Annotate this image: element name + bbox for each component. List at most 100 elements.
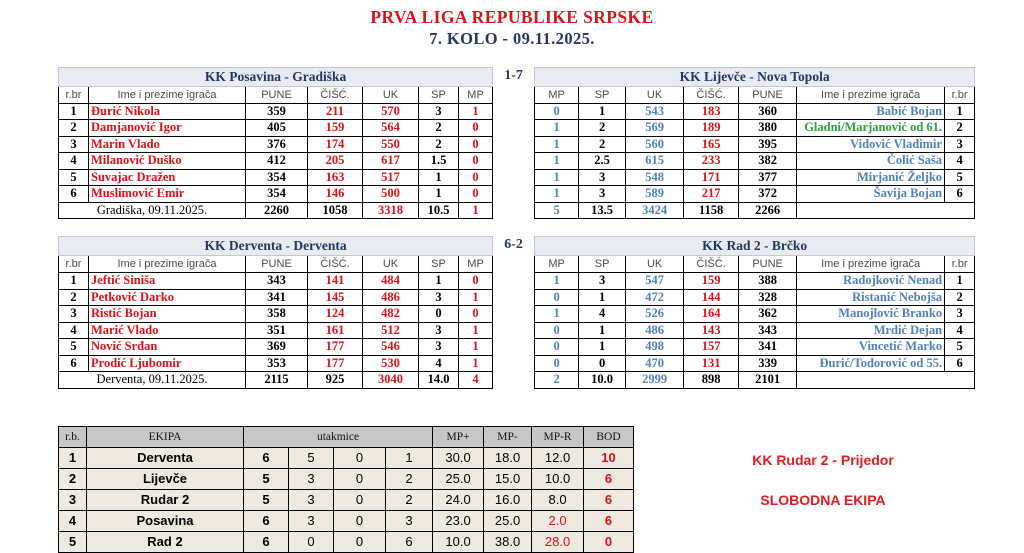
stat-uk: 547: [625, 272, 685, 290]
stat-uk: 550: [362, 135, 419, 153]
stat-sp: 1: [418, 185, 459, 203]
wins: 0: [288, 530, 334, 553]
player-rank: 6: [58, 354, 89, 372]
total-uk: 3424: [625, 201, 685, 219]
stat-mp: 0: [457, 305, 494, 323]
stat-pune: 372: [738, 185, 798, 203]
player-name: Babić Bojan: [796, 102, 946, 120]
column-header: UK: [625, 85, 685, 104]
rank: 2: [58, 467, 87, 490]
player-row: 6 Prodić Ljubomir 353 177 530 4 1: [58, 354, 494, 372]
stat-sp: 3: [578, 168, 627, 186]
mp-minus: 38.0: [483, 530, 533, 553]
stat-mp: 0: [534, 321, 580, 339]
match-2-away-table: KK Rad 2 - Brčko MP SP UK ČIŠĆ. PUNE Ime…: [534, 236, 976, 389]
stat-mp: 1: [534, 135, 580, 153]
player-rank: 3: [58, 135, 89, 153]
stat-uk: 548: [625, 168, 685, 186]
stat-mp: 0: [457, 119, 494, 137]
stat-mp: 0: [534, 354, 580, 372]
rank: 1: [58, 446, 87, 469]
player-rank: 5: [58, 168, 89, 186]
player-rank: 3: [944, 135, 976, 153]
stat-uk: 470: [625, 354, 685, 372]
mp-r: 10.0: [531, 467, 585, 490]
player-row: 0 1 543 183 360 Babić Bojan 1: [534, 102, 976, 120]
player-name: Petković Darko: [88, 288, 246, 306]
player-name: Jeftić Siniša: [88, 272, 246, 290]
player-name: Đurić Nikola: [88, 102, 246, 120]
stat-pune: 343: [245, 272, 308, 290]
player-rank: 3: [58, 305, 89, 323]
player-name: Šavija Bojan: [796, 185, 946, 203]
column-header: ČIŠĆ.: [683, 255, 740, 273]
player-name: Ristić Bojan: [88, 305, 246, 323]
total-pune: 2266: [738, 201, 798, 219]
stat-mp: 1: [534, 168, 580, 186]
totals-row: 2 10.0 2999 898 2101: [534, 371, 976, 389]
mp-plus: 30.0: [432, 446, 485, 469]
stat-uk: 526: [625, 305, 685, 323]
losses: 1: [384, 446, 434, 469]
column-header: UK: [362, 255, 419, 273]
player-row: 5 Nović Srđan 369 177 546 3 1: [58, 338, 494, 356]
player-name: Prodić Ljubomir: [88, 354, 246, 372]
column-header: UK: [625, 255, 685, 273]
stat-mp: 1: [534, 185, 580, 203]
stat-uk: 570: [362, 102, 419, 120]
player-name: Vidović Vladimir: [796, 135, 946, 153]
player-row: 1 Jeftić Siniša 343 141 484 1 0: [58, 272, 494, 290]
stat-uk: 615: [625, 152, 685, 170]
column-header: SP: [418, 255, 459, 273]
player-rank: 1: [58, 102, 89, 120]
player-row: 6 Muslimović Emir 354 146 500 1 0: [58, 185, 494, 203]
totals-label: Gradiška, 09.11.2025.: [58, 201, 246, 219]
mp-plus: 24.0: [432, 488, 485, 511]
stat-cisc: 233: [683, 152, 740, 170]
losses: 2: [384, 467, 434, 490]
points: 10: [583, 446, 635, 469]
player-rank: 4: [944, 152, 976, 170]
column-header: MP: [534, 85, 580, 104]
wins: 5: [288, 446, 334, 469]
stat-cisc: 159: [683, 272, 740, 290]
stat-mp: 0: [457, 135, 494, 153]
stat-pune: 388: [738, 272, 798, 290]
column-header: Ime i prezime igrača: [796, 85, 946, 104]
stat-sp: 1: [578, 288, 627, 306]
team-name: Derventa: [86, 446, 244, 469]
stat-sp: 4: [578, 305, 627, 323]
free-team-label: SLOBODNA EKIPA: [760, 491, 886, 508]
player-row: 5 Suvajac Dražen 354 163 517 1 0: [58, 168, 494, 186]
mp-minus: 18.0: [483, 446, 533, 469]
stat-sp: 2: [578, 135, 627, 153]
stat-pune: 343: [738, 321, 798, 339]
column-header: MP: [457, 85, 494, 104]
stat-sp: 2: [418, 135, 459, 153]
stat-uk: 486: [362, 288, 419, 306]
player-name: Đurić/Todorović od 55.: [796, 354, 946, 372]
match-1-away-table: KK Lijevče - Nova Topola MP SP UK ČIŠĆ. …: [534, 66, 976, 220]
stat-uk: 589: [625, 185, 685, 203]
total-uk: 2999: [625, 371, 685, 389]
column-header: utakmice: [242, 425, 434, 448]
mp-plus: 23.0: [432, 509, 485, 532]
stat-pune: 341: [738, 338, 798, 356]
stat-uk: 569: [625, 119, 685, 137]
mp-plus: 25.0: [432, 467, 485, 490]
stat-uk: 498: [625, 338, 685, 356]
column-header: MP+: [432, 425, 485, 448]
player-name: Čolić Saša: [796, 152, 946, 170]
points: 0: [583, 530, 635, 553]
column-header: MP: [534, 255, 580, 273]
home-team-name: KK Derventa - Derventa: [57, 236, 494, 256]
rank: 5: [58, 530, 87, 553]
stat-cisc: 146: [307, 185, 363, 203]
games-played: 6: [243, 530, 289, 553]
player-row: 3 Ristić Bojan 358 124 482 0 0: [58, 305, 494, 323]
player-row: 1 2 569 189 380 Gladni/Marjanović od 61.…: [534, 119, 976, 137]
total-sp: 14.0: [418, 371, 459, 389]
column-header: EKIPA: [86, 425, 244, 448]
stat-cisc: 171: [683, 168, 740, 186]
stat-pune: 339: [738, 354, 798, 372]
